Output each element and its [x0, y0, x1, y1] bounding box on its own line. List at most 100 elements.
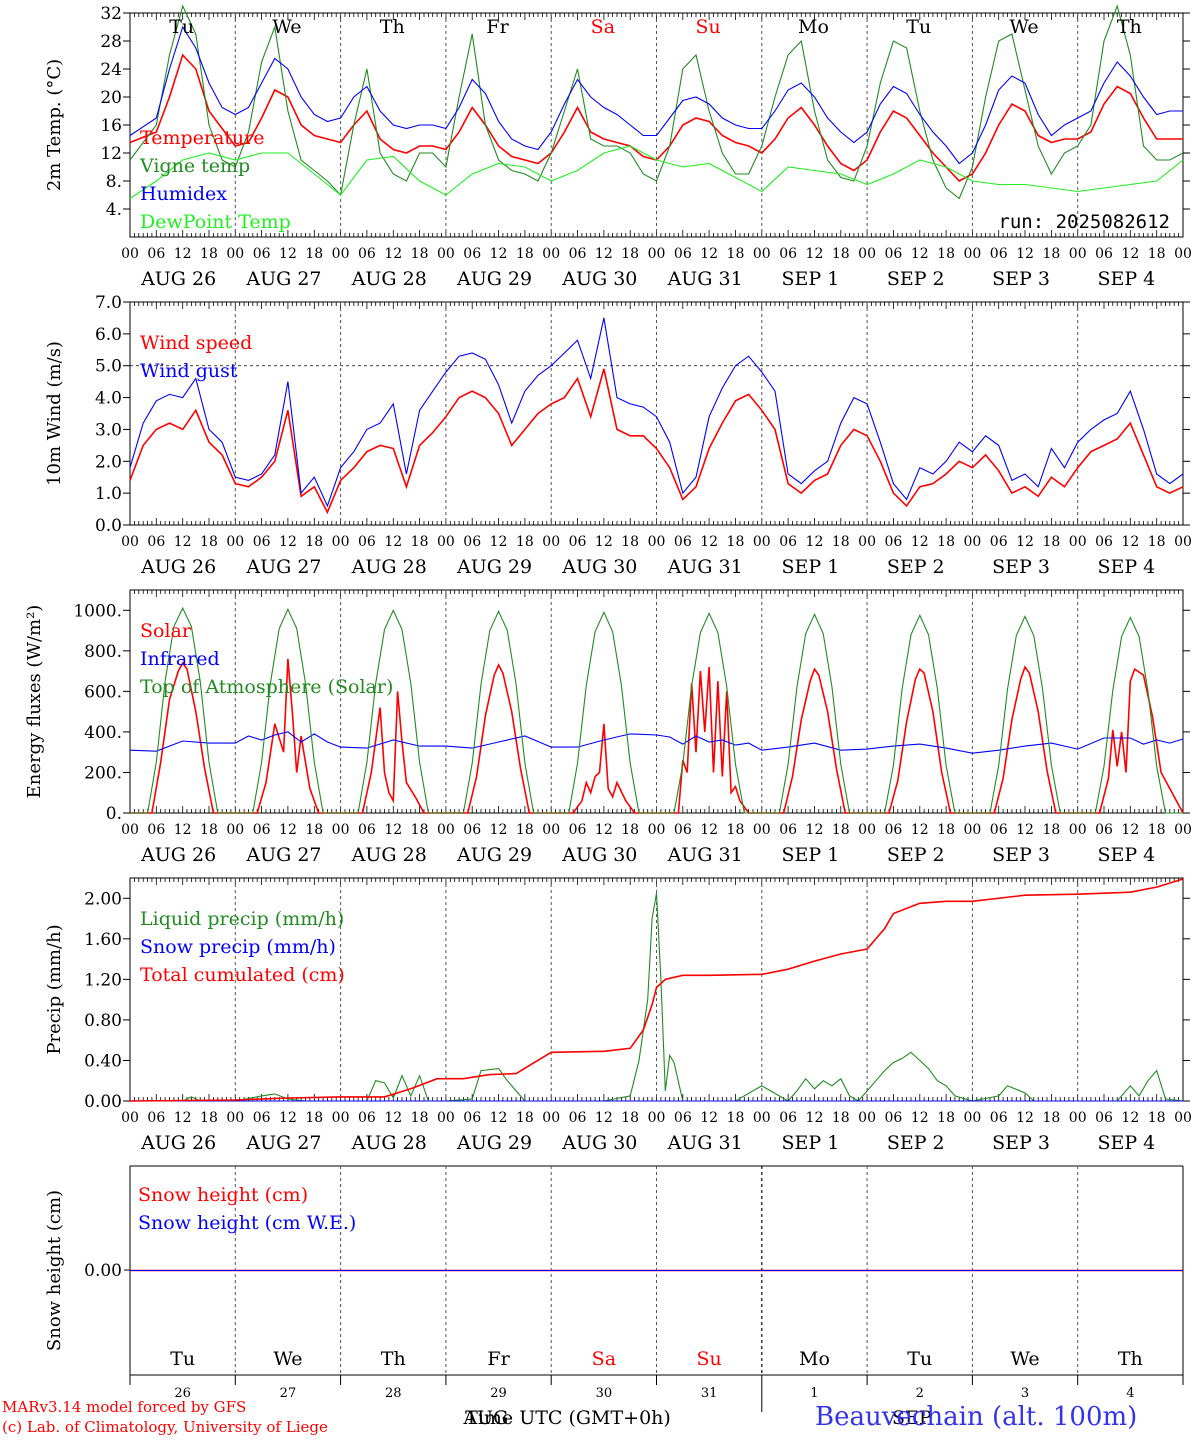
weekday-label: Sa — [591, 16, 615, 38]
x-hour-label: 06 — [147, 534, 165, 550]
x-day-label: AUG 26 — [140, 1132, 216, 1154]
x-hour-label: 00 — [226, 246, 244, 262]
x-hour-label: 00 — [332, 822, 350, 838]
x-hour-label: 06 — [990, 822, 1008, 838]
x-hour-label: 12 — [911, 534, 929, 550]
y-tick-label: 0. — [106, 804, 122, 824]
x-hour-label: 12 — [174, 822, 192, 838]
panel-3: 0. 200. 400. 600. 800. 1000. Energy fluxes (W/… — [24, 589, 1192, 866]
x-hour-label: 06 — [463, 246, 481, 262]
x-hour-label: 12 — [279, 246, 297, 262]
month-label-sep: SEP — [892, 1407, 932, 1429]
legend-entry: Snow precip (mm/h) — [140, 936, 336, 958]
y-tick-label: 6.0 — [95, 325, 122, 345]
x-hour-label: 00 — [963, 822, 981, 838]
x-day-label: AUG 26 — [140, 556, 216, 578]
x-day-label: SEP 3 — [992, 844, 1050, 866]
x-hour-label: 12 — [700, 822, 718, 838]
x-hour-label: 12 — [700, 534, 718, 550]
credit-line-2: (c) Lab. of Climatology, University of L… — [2, 1418, 328, 1436]
weekday-label: Th — [1117, 16, 1142, 38]
x-day-label: AUG 27 — [245, 268, 321, 290]
bottom-day-number: 29 — [490, 1386, 507, 1401]
y-tick-label: 32 — [100, 4, 122, 24]
x-hour-label: 18 — [200, 822, 218, 838]
bottom-weekday-label: Th — [381, 1348, 406, 1370]
x-hour-label: 00 — [1174, 246, 1192, 262]
y-tick-label: 0.40 — [84, 1051, 122, 1071]
x-hour-label: 12 — [911, 822, 929, 838]
y-tick-label: 12 — [100, 144, 122, 164]
x-hour-label: 00 — [226, 822, 244, 838]
x-hour-label: 18 — [832, 822, 850, 838]
x-day-label: SEP 2 — [887, 1132, 945, 1154]
x-hour-label: 00 — [1069, 534, 1087, 550]
x-hour-label: 18 — [411, 822, 429, 838]
x-hour-label: 12 — [490, 822, 508, 838]
x-hour-label: 12 — [1121, 822, 1139, 838]
series-infrared — [129, 731, 1184, 754]
x-hour-label: 18 — [305, 246, 323, 262]
x-hour-label: 00 — [648, 1110, 666, 1126]
series-total-cumulated-cm- — [129, 878, 1184, 1102]
x-hour-label: 06 — [990, 534, 1008, 550]
hour-ticks — [129, 590, 1184, 813]
x-hour-label: 00 — [121, 822, 139, 838]
x-hour-label: 12 — [384, 822, 402, 838]
bottom-day-number: 30 — [596, 1386, 613, 1401]
x-hour-label: 18 — [727, 246, 745, 262]
x-day-label: AUG 31 — [667, 1132, 743, 1154]
x-hour-label: 18 — [621, 534, 639, 550]
panel-frame — [129, 589, 1184, 814]
legend-entry: Wind speed — [140, 332, 252, 354]
y-tick-label: 20 — [100, 88, 122, 108]
x-day-label: AUG 30 — [561, 556, 637, 578]
x-hour-label: 00 — [437, 822, 455, 838]
x-hour-label: 00 — [963, 1110, 981, 1126]
bottom-day-number: 28 — [385, 1386, 402, 1401]
x-day-label: AUG 27 — [245, 1132, 321, 1154]
legend-entry: Infrared — [140, 648, 220, 670]
weekday-label: Fr — [486, 16, 509, 38]
x-hour-label: 00 — [226, 534, 244, 550]
x-hour-label: 18 — [937, 822, 955, 838]
x-day-label: SEP 2 — [887, 556, 945, 578]
x-hour-label: 06 — [147, 1110, 165, 1126]
x-hour-label: 12 — [174, 246, 192, 262]
x-hour-label: 00 — [753, 534, 771, 550]
x-hour-label: 18 — [516, 1110, 534, 1126]
x-hour-label: 00 — [753, 246, 771, 262]
series-temperature — [129, 53, 1183, 182]
x-hour-label: 12 — [1016, 1110, 1034, 1126]
x-hour-label: 00 — [1069, 246, 1087, 262]
bottom-day-number: 4 — [1126, 1386, 1134, 1401]
x-day-label: SEP 2 — [887, 268, 945, 290]
x-hour-label: 18 — [305, 1110, 323, 1126]
y-tick-label: 800. — [84, 642, 122, 662]
x-hour-label: 06 — [463, 822, 481, 838]
x-hour-label: 00 — [437, 534, 455, 550]
x-hour-label: 00 — [1174, 822, 1192, 838]
x-hour-label: 06 — [569, 822, 587, 838]
x-hour-label: 12 — [279, 1110, 297, 1126]
bottom-weekday-label: Sa — [592, 1348, 616, 1370]
x-hour-label: 00 — [542, 822, 560, 838]
bottom-day-number: 2 — [916, 1386, 924, 1401]
x-day-label: SEP 4 — [1097, 556, 1155, 578]
run-label: run: 2025082612 — [998, 211, 1170, 233]
x-hour-label: 00 — [1174, 534, 1192, 550]
x-hour-label: 00 — [437, 1110, 455, 1126]
y-tick-label: 8. — [106, 172, 122, 192]
bottom-weekday-label: Mo — [799, 1348, 830, 1370]
x-hour-label: 18 — [1148, 246, 1166, 262]
x-hour-label: 12 — [806, 534, 824, 550]
x-hour-label: 12 — [1121, 1110, 1139, 1126]
bottom-weekday-label: We — [273, 1348, 302, 1370]
y-tick-label: 200. — [84, 763, 122, 783]
x-hour-label: 06 — [1095, 1110, 1113, 1126]
bottom-weekday-label: We — [1010, 1348, 1039, 1370]
x-hour-label: 06 — [253, 822, 271, 838]
x-hour-label: 00 — [121, 1110, 139, 1126]
x-day-label: SEP 4 — [1097, 268, 1155, 290]
